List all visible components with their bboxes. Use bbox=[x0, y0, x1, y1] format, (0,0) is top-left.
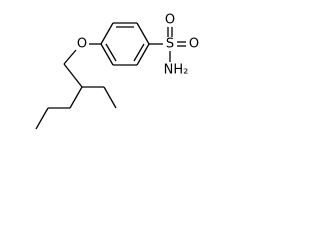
bond bbox=[100, 22, 114, 45]
bond bbox=[35, 107, 49, 130]
bond bbox=[103, 86, 117, 109]
atom-label: O bbox=[77, 37, 87, 52]
bonds bbox=[35, 22, 186, 130]
atom-label: O bbox=[189, 37, 199, 52]
atom-label: O bbox=[165, 13, 175, 28]
bond bbox=[100, 43, 114, 66]
bond bbox=[136, 22, 150, 45]
bond bbox=[69, 86, 83, 109]
structure: O S O O NH₂ bbox=[35, 13, 199, 130]
bond bbox=[105, 43, 117, 62]
bond bbox=[136, 43, 150, 66]
atom-label: S bbox=[166, 37, 174, 52]
bond bbox=[63, 63, 83, 88]
atom-label: NH₂ bbox=[164, 63, 189, 78]
bond bbox=[63, 49, 77, 65]
bond bbox=[133, 43, 145, 62]
page: O S O O NH₂ (() => { const data = JSON.p… bbox=[35, 12, 200, 130]
